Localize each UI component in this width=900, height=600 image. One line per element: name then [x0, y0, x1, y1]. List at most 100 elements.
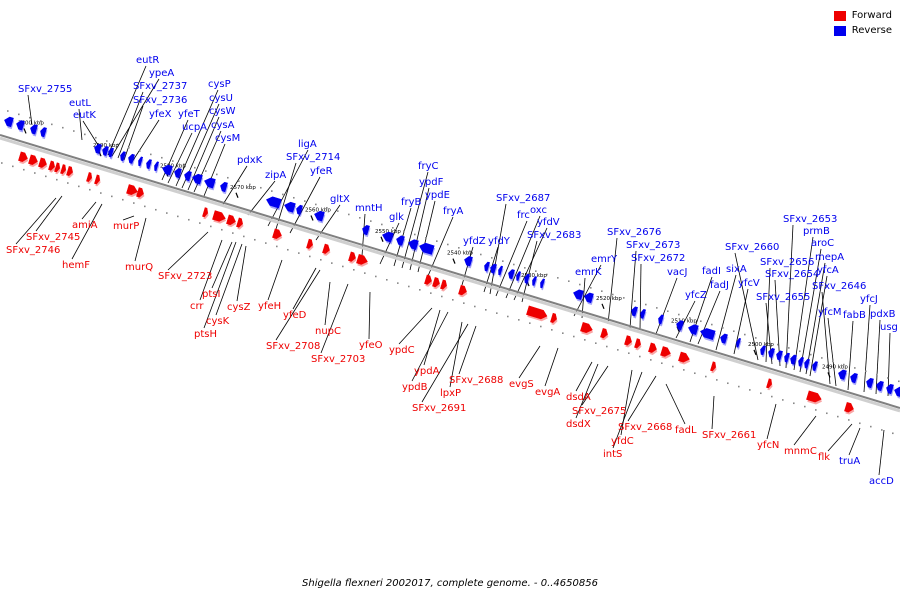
reverse-gene-shape	[688, 324, 699, 335]
forward-gene-shape	[48, 160, 55, 171]
reverse-strand-genes	[4, 116, 900, 400]
reverse-gene	[876, 380, 885, 394]
forward-guide-dot	[782, 399, 784, 401]
forward-gene	[844, 401, 855, 415]
reverse-gene-label: yfcV	[738, 278, 760, 289]
forward-gene-label-leader	[81, 201, 97, 220]
forward-guide-dot	[89, 188, 91, 191]
reverse-gene-shape	[108, 147, 115, 158]
forward-gene-label-leader	[458, 325, 477, 375]
forward-gene-label-leader	[575, 363, 599, 419]
reverse-gene	[760, 345, 767, 358]
forward-gene-shape	[634, 338, 641, 349]
forward-gene-label-leader	[411, 311, 449, 382]
forward-gene-label-leader	[122, 215, 135, 221]
forward-guide-dot	[298, 252, 300, 254]
forward-gene	[806, 390, 823, 405]
forward-gene-label-leader	[368, 291, 371, 340]
reverse-gene	[812, 361, 819, 374]
reverse-gene-shadow	[533, 278, 538, 288]
reverse-gene	[419, 242, 436, 257]
reverse-gene-label: sixA	[726, 264, 747, 275]
reverse-gene-label: usg	[880, 322, 898, 333]
reverse-guide-dot	[414, 233, 416, 236]
reverse-gene-label: eutR	[136, 55, 159, 66]
reverse-guide-dot	[579, 283, 581, 286]
reverse-gene-shadow	[737, 340, 742, 350]
reverse-gene-shape	[804, 358, 810, 369]
reverse-guide-dot	[557, 277, 559, 279]
reverse-gene-label: zipA	[265, 170, 286, 181]
reverse-gene-label: prmB	[803, 226, 830, 237]
forward-guide-dot	[287, 248, 289, 251]
forward-guide-dot	[111, 195, 113, 198]
reverse-gene-shape	[314, 210, 325, 222]
reverse-gene-shape	[524, 273, 531, 284]
reverse-gene-label: fadJ	[710, 280, 729, 291]
reverse-guide-dot	[458, 247, 460, 249]
reverse-gene	[102, 145, 110, 158]
forward-gene-shape	[38, 157, 47, 168]
reverse-gene-shape	[30, 124, 38, 135]
reverse-gene-shape	[508, 269, 515, 280]
reverse-guide-dot	[227, 176, 229, 179]
reverse-gene-label-leader	[409, 187, 430, 271]
forward-guide-dot	[78, 185, 80, 188]
forward-guide-dot	[122, 198, 124, 201]
reverse-gene-label: SFxv_2676	[607, 227, 661, 238]
forward-gene-label: nupC	[315, 326, 341, 337]
forward-gene-label-leader	[267, 259, 283, 301]
forward-gene-shape	[600, 327, 608, 339]
forward-gene-label-leader	[793, 415, 817, 446]
forward-gene-shape	[526, 305, 548, 320]
reverse-gene-label: truA	[839, 456, 860, 467]
forward-guide-dot	[12, 165, 14, 168]
forward-gene-label-leader	[449, 321, 463, 388]
reverse-guide-dot	[183, 163, 185, 166]
forward-guide-dot	[254, 238, 256, 241]
forward-guide-dot	[661, 362, 663, 365]
forward-gene-label-leader	[292, 267, 317, 310]
forward-guide-dot	[23, 168, 25, 171]
reverse-guide-dot	[249, 183, 251, 186]
forward-gene-shape	[624, 335, 632, 346]
reverse-guide-dot	[678, 313, 680, 316]
reverse-guide-dot	[645, 303, 647, 306]
legend-forward: Forward	[833, 8, 892, 23]
reverse-gene	[524, 273, 531, 286]
reverse-guide-dot	[51, 123, 53, 126]
forward-gene-shape	[94, 174, 100, 185]
forward-gene-label-leader	[620, 369, 633, 436]
forward-gene	[526, 305, 548, 322]
reverse-guide-dot	[612, 293, 614, 296]
forward-guide-dot	[859, 422, 861, 425]
forward-gene-shape	[272, 228, 282, 239]
reverse-gene-shape	[162, 164, 173, 176]
reverse-gene-label-leader	[809, 275, 828, 377]
reverse-swatch	[833, 25, 846, 36]
forward-gene-shape	[66, 165, 73, 177]
reverse-gene-shape	[850, 372, 858, 384]
reverse-gene-label: eutL	[69, 98, 91, 109]
reverse-gene-label-leader	[887, 332, 891, 397]
forward-gene	[202, 207, 209, 220]
forward-gene-shape	[226, 214, 236, 226]
forward-gene-label: yfdC	[611, 436, 634, 447]
forward-gene-label: ptsI	[202, 289, 220, 300]
reverse-gene	[146, 159, 153, 172]
reverse-gene	[266, 196, 283, 211]
forward-gene-label-leader	[236, 245, 247, 302]
reverse-gene-label: glk	[389, 212, 404, 223]
reverse-gene	[184, 170, 193, 184]
reverse-gene-label: accD	[869, 476, 894, 487]
reverse-gene-label: pdxK	[237, 155, 263, 166]
reverse-gene	[540, 278, 546, 291]
forward-gene-shape	[766, 378, 772, 389]
forward-guide-dot	[155, 208, 157, 211]
reverse-gene-shape	[382, 231, 394, 243]
reverse-gene-shape	[4, 116, 14, 128]
forward-guide-dot	[463, 302, 465, 304]
reverse-gene-label: ucpA	[182, 122, 207, 133]
forward-gene-shape	[432, 277, 440, 288]
reverse-gene-shape	[284, 201, 296, 213]
